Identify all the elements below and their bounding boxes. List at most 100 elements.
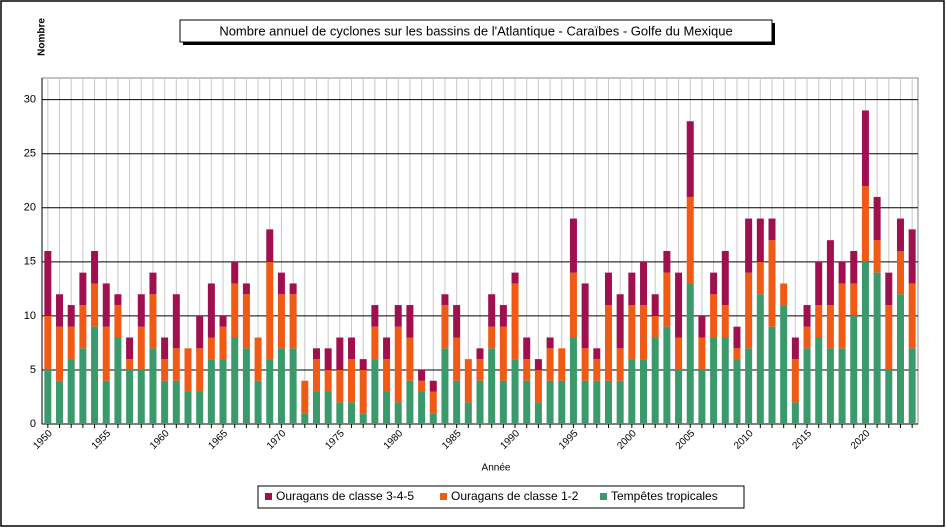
bar-segment: [791, 359, 799, 403]
bar-segment: [756, 294, 764, 424]
bar-segment: [359, 413, 367, 424]
bar-segment: [663, 251, 671, 273]
bar-segment: [266, 261, 274, 360]
bar-segment: [780, 283, 788, 306]
bar-segment: [44, 315, 52, 370]
bar-segment: [277, 272, 285, 295]
bar-segment: [780, 305, 788, 424]
bar-segment: [861, 186, 869, 262]
bar-segment: [348, 402, 356, 424]
bar-segment: [453, 380, 461, 424]
bar-segment: [453, 305, 461, 338]
bar-segment: [534, 402, 542, 424]
bar-segment: [441, 348, 449, 424]
bar-segment: [803, 348, 811, 424]
bar-segment: [102, 326, 110, 381]
bar-segment: [733, 326, 741, 349]
bar-segment: [324, 391, 332, 424]
bar-segment: [710, 337, 718, 424]
bar-segment: [242, 283, 250, 295]
bar-segment: [371, 305, 379, 327]
bar-segment: [429, 380, 437, 392]
bar-segment: [476, 348, 484, 360]
bar-segment: [628, 305, 636, 360]
bar-segment: [172, 348, 180, 381]
bar-segment: [44, 251, 52, 316]
bar-segment: [698, 315, 706, 338]
bar-segment: [44, 369, 52, 424]
bar-segment: [710, 294, 718, 338]
legend-swatch: [265, 493, 272, 500]
bar-segment: [476, 380, 484, 424]
bar-segment: [114, 294, 122, 306]
bar-segment: [873, 272, 881, 424]
bar-segment: [838, 261, 846, 284]
bar-segment: [733, 348, 741, 360]
bar-segment: [523, 337, 531, 360]
bar-segment: [569, 337, 577, 424]
bar-segment: [453, 337, 461, 381]
legend-box: [257, 485, 745, 509]
bar-segment: [184, 391, 192, 424]
bar-segment: [815, 305, 823, 338]
bar-segment: [371, 326, 379, 360]
bar-segment: [721, 305, 729, 338]
bar-segment: [499, 326, 507, 381]
bar-segment: [604, 380, 612, 424]
bar-segment: [324, 348, 332, 370]
bar-segment: [768, 326, 776, 424]
bar-segment: [56, 326, 64, 381]
bar-segment: [569, 272, 577, 338]
bar-segment: [359, 369, 367, 414]
bar-segment: [593, 380, 601, 424]
bar-segment: [102, 380, 110, 424]
bar-segment: [441, 305, 449, 349]
bar-segment: [91, 283, 99, 327]
title-box: [179, 19, 773, 43]
bar-segment: [511, 272, 519, 284]
bar-segment: [861, 110, 869, 187]
bar-segment: [312, 359, 320, 392]
bar-segment: [523, 380, 531, 424]
bar-segment: [242, 348, 250, 424]
bar-segment: [219, 315, 227, 327]
bar-segment: [628, 359, 636, 424]
bar-segment: [885, 305, 893, 370]
y-tick-label: 0: [30, 418, 36, 430]
y-tick-label: 20: [24, 202, 36, 214]
bar-segment: [196, 315, 204, 349]
chart-title: Nombre annuel de cyclones sur les bassin…: [219, 23, 732, 38]
bar-segment: [126, 359, 134, 370]
bar-segment: [383, 391, 391, 424]
bar-segment: [312, 391, 320, 424]
bar-segment: [312, 348, 320, 360]
bar-segment: [277, 294, 285, 349]
bar-segment: [161, 380, 169, 424]
bar-segment: [406, 380, 414, 424]
bar-segment: [336, 369, 344, 403]
bar-segment: [254, 337, 262, 381]
bar-segment: [56, 380, 64, 424]
bar-segment: [207, 337, 215, 360]
bar-segment: [161, 359, 169, 381]
bar-segment: [651, 294, 659, 316]
bar-segment: [289, 283, 297, 295]
bar-segment: [499, 380, 507, 424]
bar-segment: [546, 348, 554, 381]
legend-label: Tempêtes tropicales: [611, 489, 718, 503]
bar-segment: [301, 413, 309, 424]
bar-segment: [207, 359, 215, 424]
bar-segment: [231, 261, 239, 284]
bar-segment: [137, 369, 145, 424]
bar-segment: [686, 283, 694, 424]
bar-segment: [394, 305, 402, 327]
bar-segment: [768, 218, 776, 241]
bar-segment: [277, 348, 285, 424]
bar-segment: [91, 251, 99, 284]
bar-segment: [383, 337, 391, 360]
bar-segment: [803, 326, 811, 349]
bar-segment: [569, 218, 577, 273]
bar-segment: [289, 348, 297, 424]
bar-segment: [826, 240, 834, 306]
bar-segment: [476, 359, 484, 381]
